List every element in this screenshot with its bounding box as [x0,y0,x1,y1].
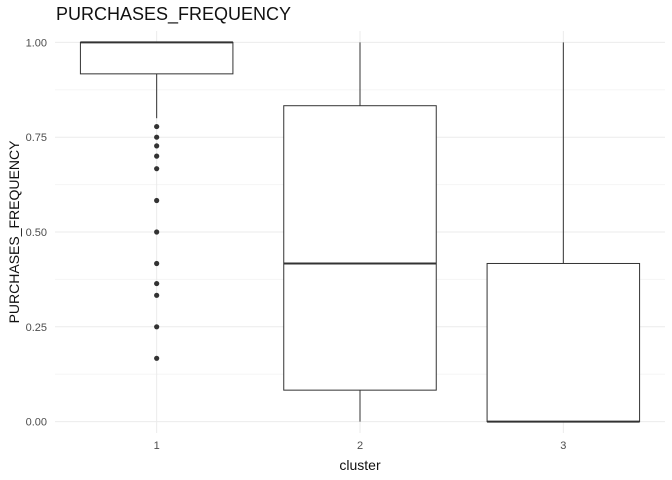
outlier-point [154,260,160,267]
x-tick-label: 3 [560,440,566,452]
outlier-point [154,197,160,204]
outlier-point [154,229,160,235]
box-cluster-2 [283,42,437,422]
box [283,105,437,391]
outlier-point [154,292,160,298]
y-tick-label: 1.00 [26,37,47,49]
outlier-point [154,280,160,287]
x-tick-label: 2 [357,440,363,452]
box [79,41,234,75]
outlier-point [154,153,160,159]
y-tick-label: 0.50 [26,227,47,239]
x-tick-label: 1 [154,440,160,452]
box [486,262,641,423]
box-cluster-3 [486,42,641,423]
chart-title: PURCHASES_FREQUENCY [56,4,292,24]
y-tick-label: 0.25 [26,322,47,334]
y-axis-ticks: 0.00 0.25 0.50 0.75 1.00 [26,37,47,428]
outlier-point [154,324,160,330]
x-axis-ticks: 1 2 3 [154,440,567,452]
outlier-point [154,166,160,172]
outlier-point [154,134,160,140]
boxes [79,41,641,423]
x-axis-title: cluster [339,457,381,473]
outlier-point [154,355,160,361]
y-tick-label: 0.00 [26,417,47,429]
y-tick-label: 0.75 [26,132,47,144]
outlier-point [154,143,160,149]
y-axis-title: PURCHASES_FREQUENCY [6,140,22,323]
outlier-point [154,123,160,130]
box-cluster-1 [79,41,234,361]
